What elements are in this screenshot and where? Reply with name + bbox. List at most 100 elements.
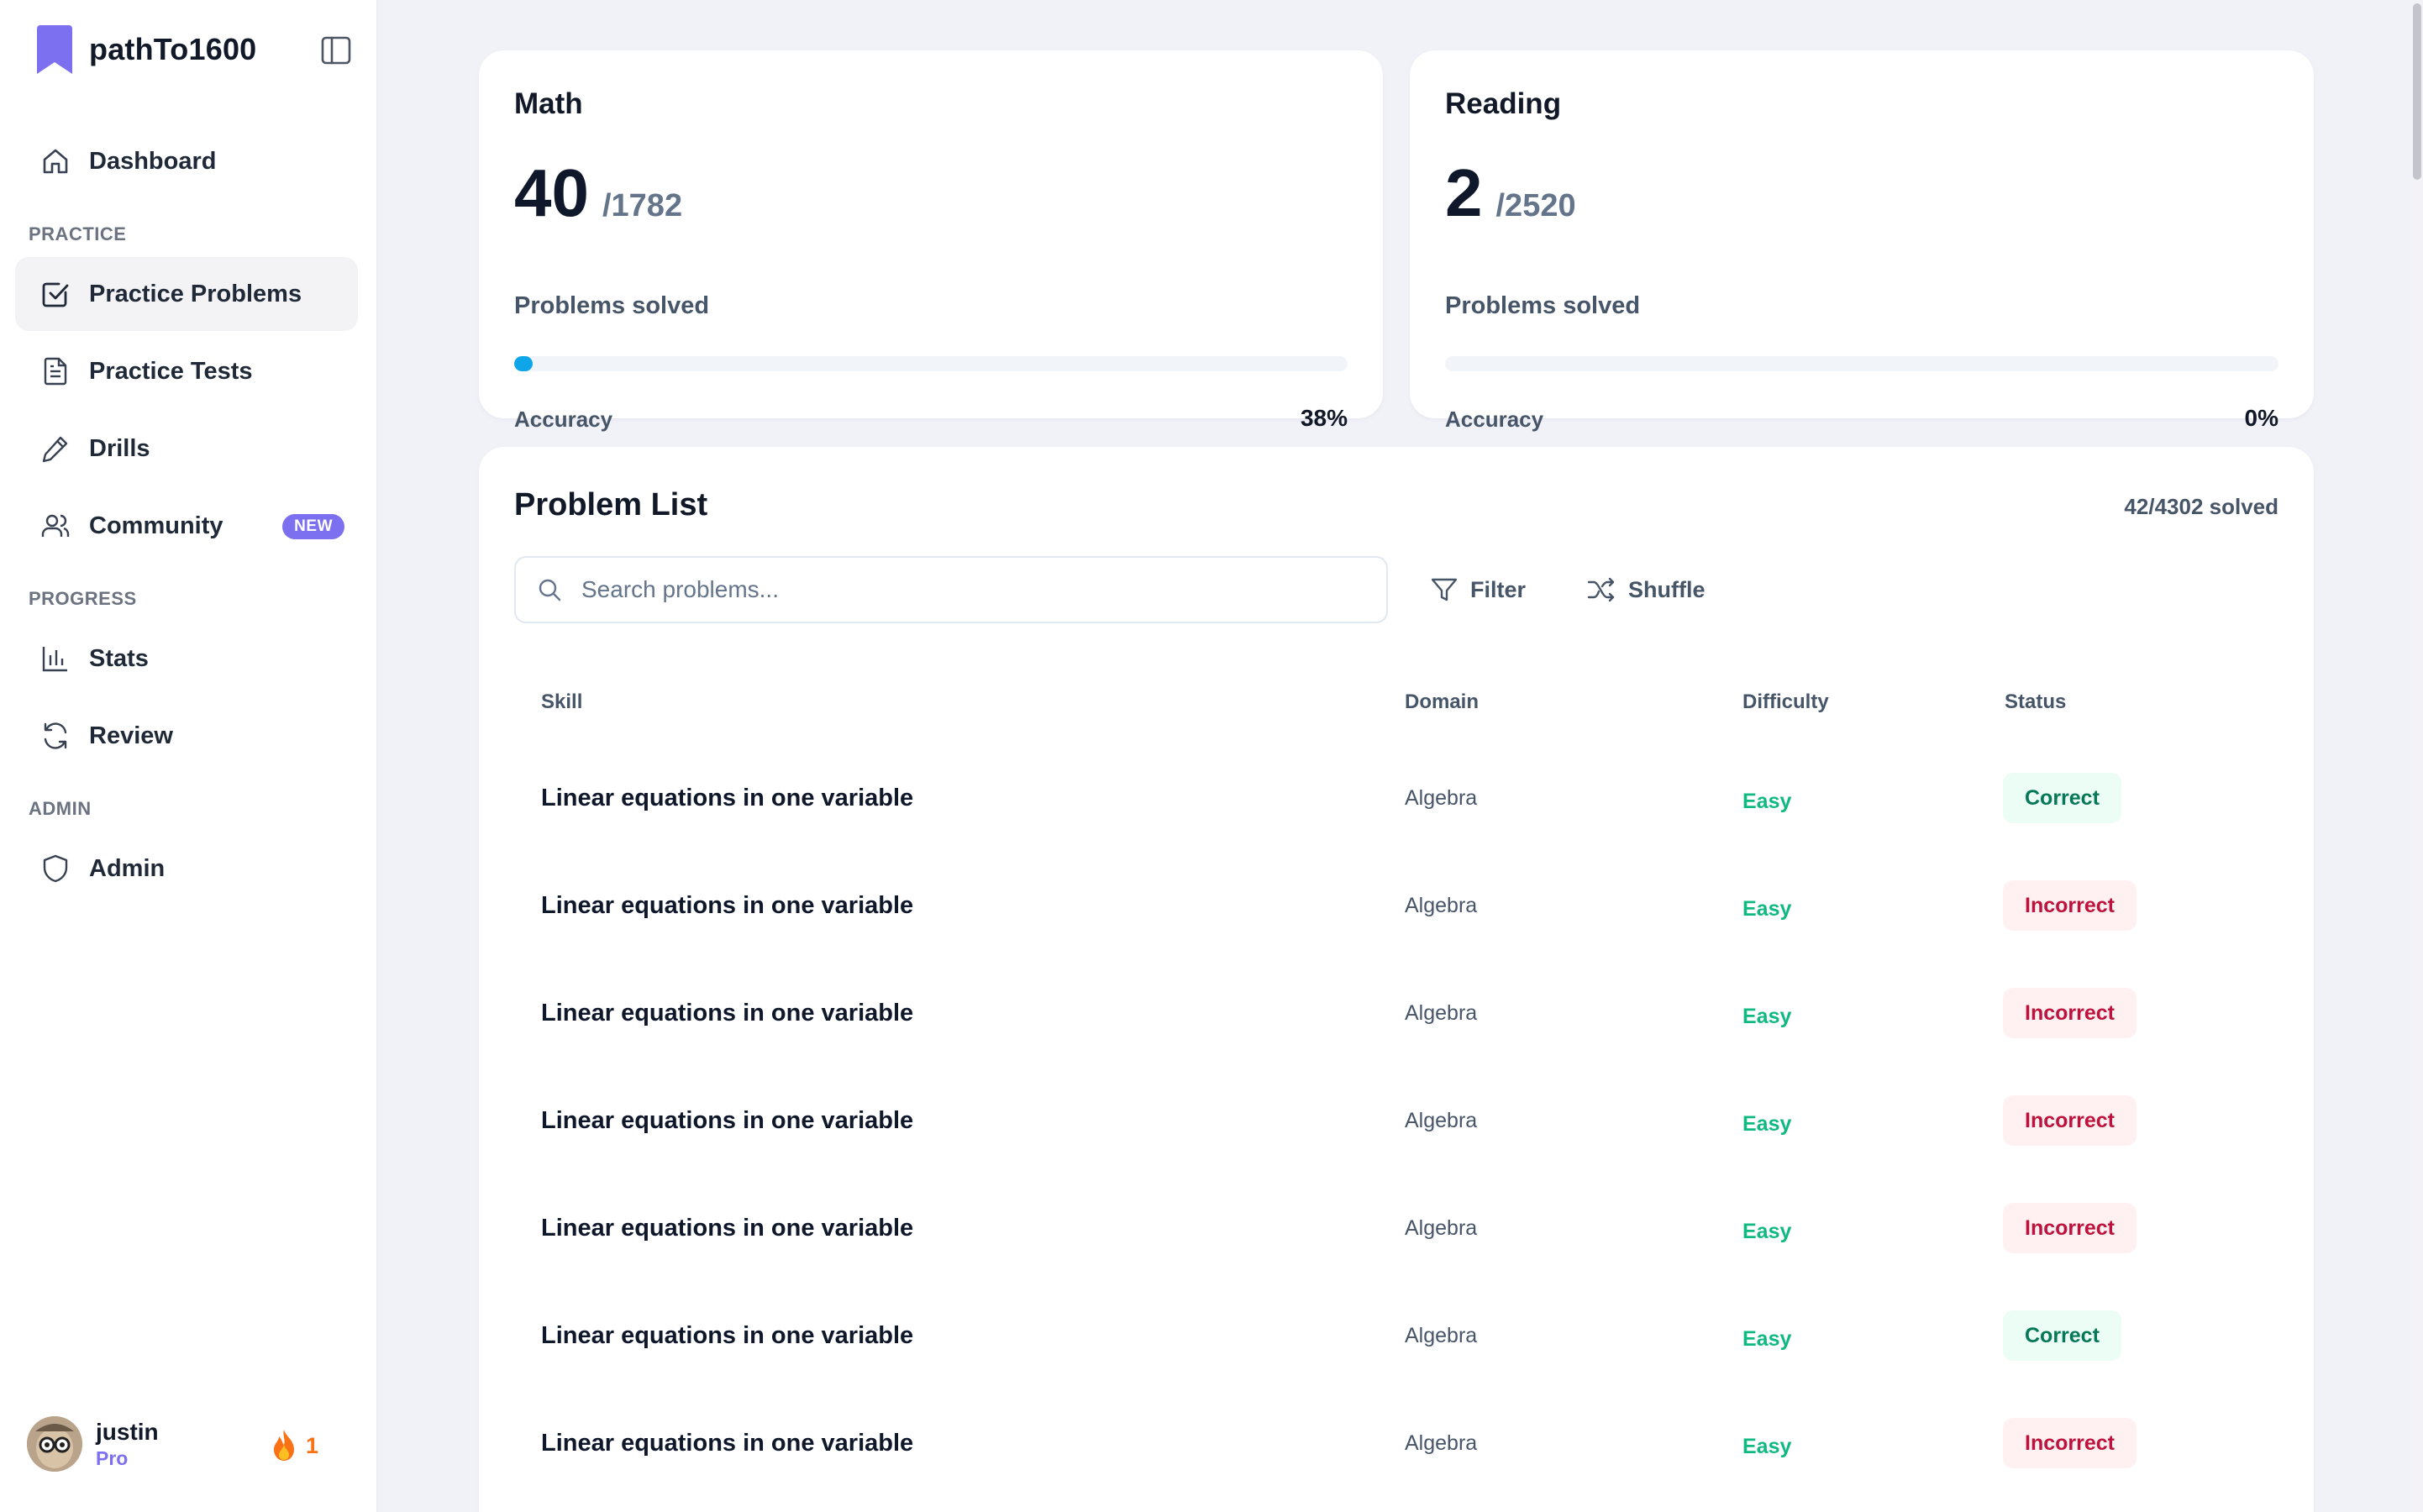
difficulty-cell: Easy	[1742, 1220, 1792, 1243]
skill-cell: Linear equations in one variable	[541, 1430, 914, 1457]
domain-cell: Algebra	[1405, 1109, 1478, 1132]
pencil-icon	[42, 436, 68, 463]
status-badge: Correct	[2003, 1310, 2121, 1361]
new-badge: NEW	[282, 514, 344, 539]
column-header-skill[interactable]: Skill	[541, 690, 583, 713]
table-row[interactable]: Linear equations in one variable Algebra…	[514, 746, 2277, 853]
accuracy-label: Accuracy	[1445, 407, 1544, 432]
status-badge: Correct	[2003, 773, 2121, 823]
table-row[interactable]: Linear equations in one variable Algebra…	[514, 1391, 2277, 1499]
sidebar-toggle-icon[interactable]	[319, 34, 353, 67]
problem-list-title: Problem List	[514, 487, 708, 522]
bar-chart-icon	[42, 647, 67, 672]
sidebar-item-review[interactable]: Review	[15, 699, 358, 773]
difficulty-cell: Easy	[1742, 790, 1792, 813]
difficulty-cell: Easy	[1742, 1005, 1792, 1028]
page-scrollbar[interactable]	[2410, 0, 2423, 1512]
status-badge: Incorrect	[2003, 1418, 2137, 1468]
status-badge: Incorrect	[2003, 1203, 2137, 1253]
difficulty-cell: Easy	[1742, 897, 1792, 921]
domain-cell: Algebra	[1405, 1324, 1478, 1347]
column-header-domain[interactable]: Domain	[1405, 690, 1480, 713]
document-icon	[44, 357, 67, 386]
sidebar-item-label: Dashboard	[89, 147, 217, 175]
progress-fill	[514, 356, 533, 371]
streak-indicator[interactable]: 1	[269, 1428, 318, 1463]
brand-name: pathTo1600	[89, 32, 257, 66]
skill-cell: Linear equations in one variable	[541, 892, 914, 919]
domain-cell: Algebra	[1405, 1216, 1478, 1240]
section-label-admin: ADMIN	[29, 798, 92, 819]
skill-cell: Linear equations in one variable	[541, 785, 914, 811]
sidebar-item-practice-tests[interactable]: Practice Tests	[15, 334, 358, 408]
accuracy-value: 0%	[2244, 405, 2278, 431]
status-badge: Incorrect	[2003, 880, 2137, 931]
difficulty-cell: Easy	[1742, 1112, 1792, 1136]
progress-track	[514, 356, 1348, 371]
table-row[interactable]: Linear equations in one variable Algebra…	[514, 853, 2277, 961]
sidebar-item-label: Review	[89, 722, 173, 749]
table-row[interactable]: Linear equations in one variable Algebra…	[514, 1176, 2277, 1284]
solved-count: 2	[1445, 155, 1483, 230]
shuffle-button[interactable]: Shuffle	[1586, 566, 1706, 613]
shuffle-label: Shuffle	[1628, 576, 1706, 602]
total-count: /1782	[602, 188, 683, 223]
avatar-image-icon	[27, 1416, 82, 1472]
domain-cell: Algebra	[1405, 1001, 1478, 1025]
sidebar-item-label: Community	[89, 512, 223, 539]
difficulty-cell: Easy	[1742, 1327, 1792, 1351]
checkbox-icon	[42, 282, 69, 307]
sidebar-item-label: Admin	[89, 854, 166, 882]
shield-icon	[43, 854, 68, 883]
table-row[interactable]: Linear equations in one variable Algebra…	[514, 1068, 2277, 1176]
sidebar-item-practice-problems[interactable]: Practice Problems	[15, 257, 358, 331]
streak-count: 1	[306, 1432, 319, 1458]
accuracy-label: Accuracy	[514, 407, 613, 432]
search-box[interactable]	[514, 556, 1388, 623]
card-subtitle: Problems solved	[514, 292, 710, 319]
column-header-difficulty[interactable]: Difficulty	[1742, 690, 1829, 713]
sidebar-item-admin[interactable]: Admin	[15, 832, 358, 906]
card-title: Math	[514, 87, 583, 120]
sidebar-item-stats[interactable]: Stats	[15, 622, 358, 696]
total-count: /2520	[1495, 188, 1576, 223]
sidebar-item-dashboard[interactable]: Dashboard	[15, 124, 358, 198]
refresh-icon	[44, 722, 67, 749]
skill-cell: Linear equations in one variable	[541, 1215, 914, 1242]
math-stats-card: Math 40 /1782 Problems solved Accuracy 3…	[479, 50, 1383, 432]
avatar	[27, 1416, 82, 1472]
user-plan: Pro	[96, 1446, 129, 1469]
table-row[interactable]: Linear equations in one variable Algebra…	[514, 1284, 2277, 1391]
solved-count: 40	[514, 155, 589, 230]
table-row[interactable]: Linear equations in one variable Algebra…	[514, 961, 2277, 1068]
sidebar-item-community[interactable]: Community NEW	[15, 489, 358, 563]
sidebar-item-label: Stats	[89, 644, 149, 672]
user-profile[interactable]: justin Pro	[27, 1416, 159, 1472]
sidebar-item-drills[interactable]: Drills	[15, 412, 358, 486]
users-icon	[41, 514, 70, 537]
domain-cell: Algebra	[1405, 786, 1478, 810]
accuracy-value: 38%	[1300, 405, 1348, 431]
sidebar-item-label: Drills	[89, 434, 150, 462]
section-label-practice: PRACTICE	[29, 223, 127, 244]
search-icon	[539, 579, 561, 601]
status-badge: Incorrect	[2003, 1095, 2137, 1146]
skill-cell: Linear equations in one variable	[541, 1107, 914, 1134]
sidebar-item-label: Practice Tests	[89, 357, 253, 385]
filter-icon	[1431, 578, 1458, 601]
sidebar: pathTo1600 Dashboard PRACTICE Practice P…	[0, 0, 378, 1512]
user-name: justin	[96, 1418, 159, 1445]
skill-cell: Linear equations in one variable	[541, 1000, 914, 1026]
progress-track	[1445, 356, 2278, 371]
brand[interactable]: pathTo1600	[37, 25, 256, 74]
filter-button[interactable]: Filter	[1430, 566, 1526, 613]
status-badge: Incorrect	[2003, 988, 2137, 1038]
bookmark-logo-icon	[37, 25, 72, 74]
column-header-status[interactable]: Status	[2005, 690, 2067, 713]
sidebar-item-label: Practice Problems	[89, 280, 302, 307]
search-input[interactable]	[581, 576, 1338, 603]
skill-cell: Linear equations in one variable	[541, 1322, 914, 1349]
section-label-progress: PROGRESS	[29, 588, 137, 609]
scrollbar-thumb[interactable]	[2413, 3, 2421, 180]
difficulty-cell: Easy	[1742, 1435, 1792, 1458]
